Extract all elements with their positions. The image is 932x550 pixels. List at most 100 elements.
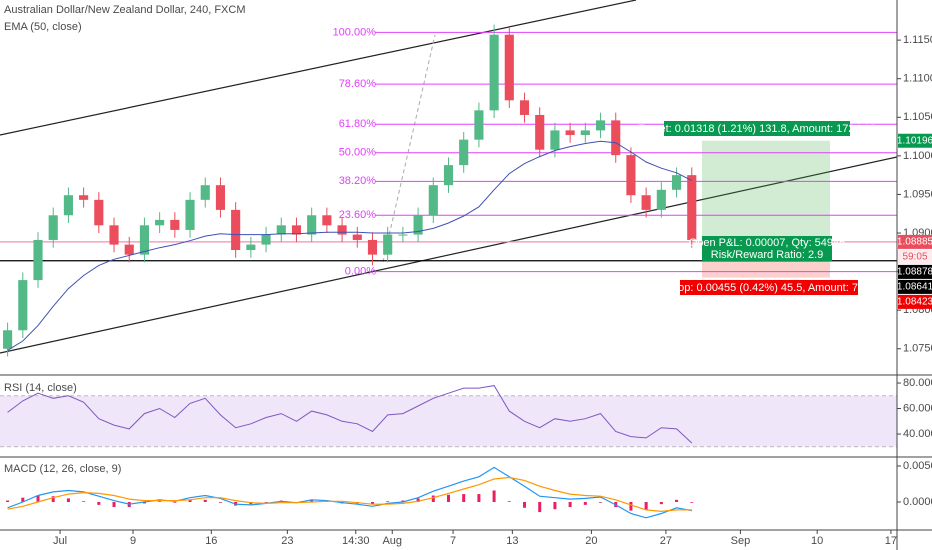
pnl-box — [702, 236, 832, 261]
x-tick-label: 23 — [281, 535, 293, 547]
histogram-bar — [401, 500, 405, 502]
x-tick-label: Aug — [382, 535, 402, 547]
target-tag — [664, 121, 850, 136]
histogram-bar — [203, 499, 207, 502]
y-tick-label: 1.10000 — [903, 150, 932, 162]
histogram-bar — [477, 494, 481, 502]
rr-text: Risk/Reward Ratio: 2.9 — [711, 249, 824, 261]
histogram-bar — [66, 498, 70, 502]
candle-body — [580, 130, 590, 136]
y-tick-label: 0.0000 — [903, 496, 932, 508]
price-tag-label: 1.10196 — [897, 135, 932, 146]
histogram-bar — [112, 501, 116, 508]
candle-body — [428, 185, 438, 216]
fib-label: 23.60% — [339, 209, 377, 221]
price-tags: 1.10196 1.08885 59:05 1.08878 1.08641 1.08423 — [897, 133, 932, 309]
candle-body — [611, 120, 621, 156]
candle-body — [231, 209, 241, 250]
candle-body — [595, 120, 606, 131]
rsi-line — [7, 385, 693, 444]
price-tag — [898, 249, 932, 264]
histogram-bar — [538, 501, 542, 513]
candle-body — [671, 175, 682, 190]
histogram-bar — [386, 501, 390, 502]
histogram-bar — [51, 496, 55, 502]
rsi-label: RSI (14, close) — [4, 382, 77, 394]
histogram-bar — [690, 501, 694, 503]
x-tick-label: Sep — [731, 535, 751, 547]
chart-title: Australian Dollar/New Zealand Dollar, 24… — [4, 4, 246, 16]
y-tick-label: 80.0000 — [903, 377, 932, 389]
stop-text: Stop: 0.00455 (0.42%) 45.5, Amount: 750 — [668, 282, 870, 294]
candle-body — [170, 219, 180, 230]
candle-body — [504, 34, 514, 101]
price-tag-label: 1.08423 — [897, 297, 932, 308]
candle-body — [48, 215, 58, 240]
rsi-band — [0, 395, 897, 447]
price-tag-label: 1.08641 — [897, 282, 932, 293]
target-text: Target: 0.01318 (1.21%) 131.8, Amount: 1… — [638, 123, 876, 135]
histogram-bar — [173, 501, 177, 503]
y-tick-label: 1.07500 — [903, 343, 932, 355]
histogram-bar — [310, 499, 314, 502]
y-tick-label: 1.11500 — [903, 34, 932, 46]
x-tick-label: 16 — [205, 535, 217, 547]
histogram-bar — [188, 499, 192, 502]
histogram-bar — [583, 501, 587, 505]
candle-body — [3, 330, 13, 349]
candle-body — [261, 234, 271, 245]
y-tick-label: 1.10500 — [903, 111, 932, 123]
price-tag-label: 1.08885 — [897, 237, 932, 248]
candle-body — [63, 195, 73, 216]
y-tick-label: 1.09500 — [903, 188, 932, 200]
candle-body — [367, 239, 378, 255]
candle-body — [185, 199, 195, 230]
fib-label: 38.20% — [339, 175, 377, 187]
candle-body — [79, 195, 89, 200]
histogram-bar — [158, 501, 162, 502]
fib-label: 0.00% — [345, 266, 376, 278]
histogram-bar — [507, 501, 511, 502]
candle-body — [33, 239, 43, 281]
price-tag — [898, 279, 932, 294]
histogram-bar — [492, 490, 496, 502]
x-tick-label: 27 — [660, 535, 672, 547]
candle-body — [489, 34, 499, 111]
candle-body — [246, 244, 256, 250]
fib-label: 61.80% — [339, 118, 377, 130]
macd-label: MACD (12, 26, close, 9) — [4, 463, 121, 475]
price-tag — [898, 294, 932, 309]
candle-body — [535, 114, 545, 150]
candle-body — [18, 280, 28, 331]
candle-body — [291, 225, 302, 235]
fib-label: 78.60% — [339, 78, 377, 90]
x-tick-label: 14:30 — [342, 535, 370, 547]
histogram-bar — [82, 501, 86, 502]
histogram-bar — [97, 501, 101, 505]
plot: 1.115001.110001.105001.100001.095001.090… — [0, 24, 932, 547]
x-tick-label: Jul — [53, 535, 67, 547]
candle-body — [337, 225, 347, 235]
histogram-bar — [568, 501, 572, 508]
candle-body — [519, 100, 530, 115]
candle-body — [276, 225, 286, 235]
candle-body — [322, 215, 332, 226]
indicator-label: EMA (50, close) — [4, 21, 82, 33]
candle-body — [155, 219, 165, 226]
histogram-bar — [462, 494, 466, 502]
x-tick-label: 7 — [450, 535, 456, 547]
histogram-bar — [142, 501, 146, 504]
candle-body — [215, 185, 226, 210]
price-tag-label: 59:05 — [902, 252, 927, 263]
x-tick-label: 9 — [130, 535, 136, 547]
y-tick-label: 1.11000 — [903, 73, 932, 85]
histogram-bar — [36, 495, 40, 502]
fib-label: 100.00% — [333, 26, 377, 38]
price-tag — [898, 234, 932, 249]
x-tick-label: 10 — [811, 535, 823, 547]
channel-lower — [0, 156, 898, 354]
stop-zone — [702, 260, 830, 278]
histogram-bar — [218, 501, 222, 503]
